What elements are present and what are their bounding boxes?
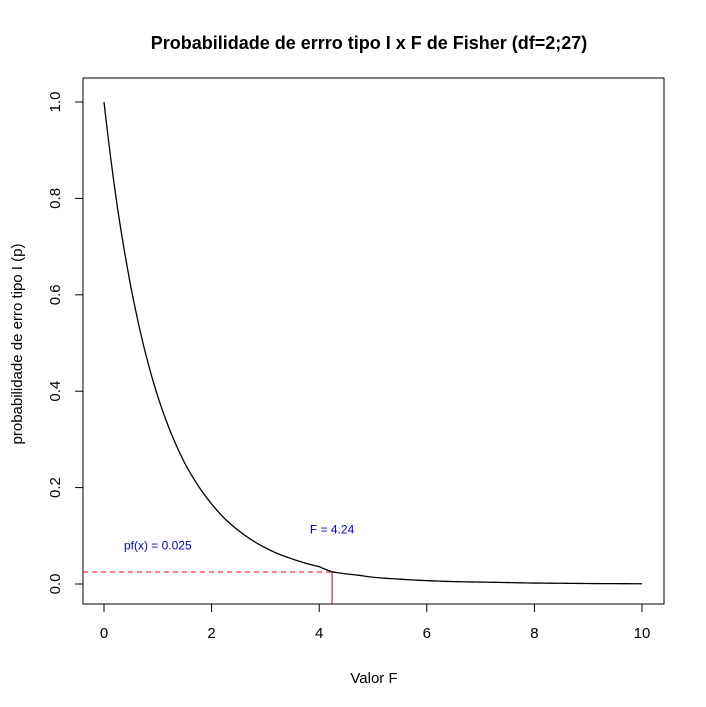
x-axis-label: Valor F (350, 670, 397, 687)
series-line (103, 101, 643, 585)
y-axis-label: probabilidade de erro tipo I (p) (9, 244, 26, 445)
y-tick-label: 0.4 (47, 381, 64, 402)
reference-lines (83, 571, 333, 604)
y-tick-label: 1.0 (47, 92, 64, 113)
x-axis: 0 2 4 6 8 10 (100, 603, 651, 642)
x-tick-label: 4 (315, 625, 323, 642)
y-tick-label: 0.8 (47, 188, 64, 209)
x-tick-label: 6 (423, 625, 431, 642)
x-tick-label: 0 (100, 625, 108, 642)
y-tick-label: 0.6 (47, 284, 64, 305)
y-axis: 0.0 0.2 0.4 0.6 0.8 1.0 (47, 92, 84, 595)
annotation-label: F = 4.24 (310, 522, 355, 536)
x-tick-label: 10 (634, 625, 651, 642)
series-layer (103, 101, 643, 585)
x-tick-label: 2 (207, 625, 215, 642)
x-tick-label: 8 (530, 625, 538, 642)
y-tick-label: 0.0 (47, 574, 64, 595)
chart-title: Probabilidade de errro tipo I x F de Fis… (151, 33, 588, 53)
annotation-label: pf(x) = 0.025 (124, 538, 192, 552)
y-tick-label: 0.2 (47, 477, 64, 498)
annotations-layer: F = 4.24 pf(x) = 0.025 (124, 522, 355, 552)
